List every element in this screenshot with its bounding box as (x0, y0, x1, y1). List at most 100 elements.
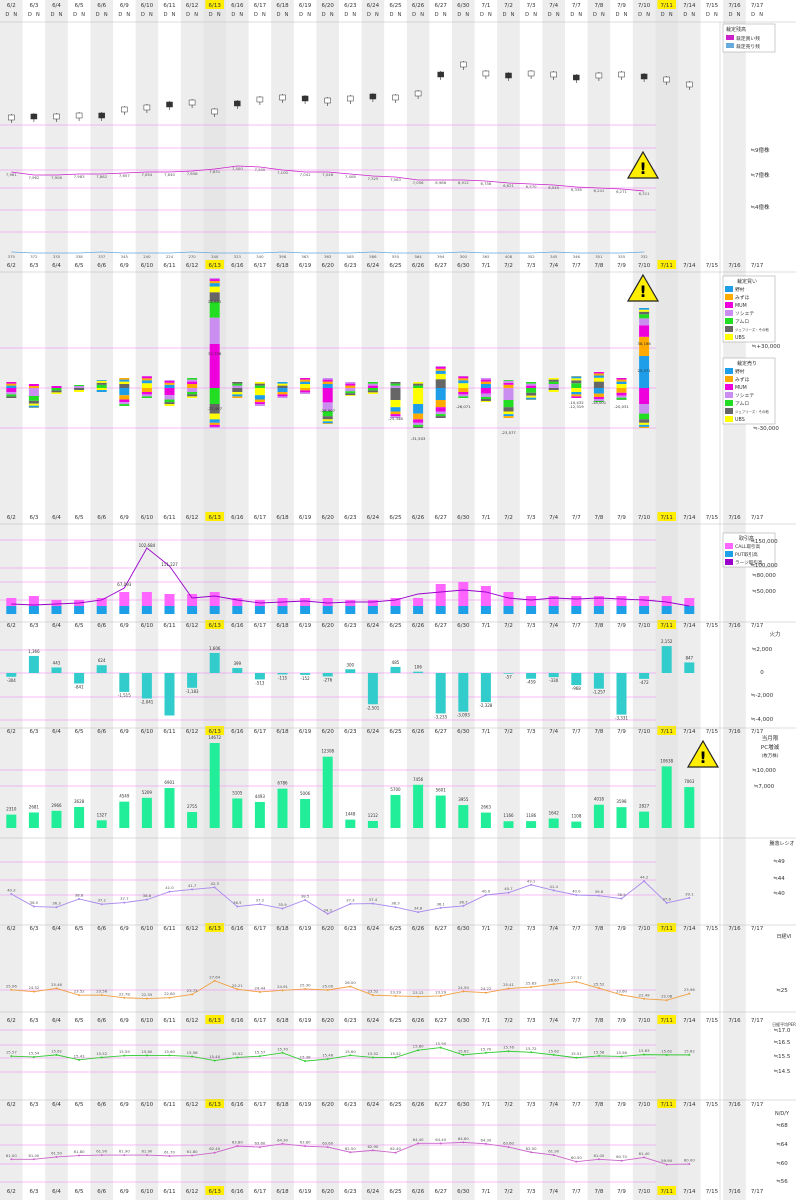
date-label: 6/2 (7, 1018, 16, 1024)
call-bar (97, 598, 107, 606)
trend-bar (300, 673, 310, 675)
nd-value: 61.80 (187, 1149, 198, 1154)
broker-buy-bar (323, 380, 333, 382)
date-label: 6/16 (231, 729, 244, 735)
date-label: 7/15 (706, 515, 719, 521)
broker-sell-bar (278, 394, 288, 396)
candle-body (280, 95, 286, 100)
broker-sell-bar (210, 388, 220, 404)
vi-point (575, 981, 577, 983)
legend-label: ジェフリーズ・その他 (735, 327, 769, 332)
trend-bar (436, 673, 446, 713)
date-label: 7/10 (638, 623, 651, 629)
broker-sell-bar (187, 396, 197, 398)
broker-value-label: -27,497 (207, 406, 222, 411)
put-bar (368, 606, 378, 614)
panel-title: N/D/Y (775, 1111, 790, 1117)
broker-sell-bar (526, 396, 536, 398)
per-point (530, 1051, 532, 1053)
nd-value: 63.60 (254, 1141, 265, 1146)
axis-label: ≒2,000 (752, 647, 773, 653)
vi-value: 24.52 (28, 985, 39, 990)
date-label: 6/30 (457, 1189, 470, 1195)
panel-title: 日経VI (777, 933, 792, 940)
broker-buy-bar (549, 378, 559, 380)
night-flag: N (59, 12, 63, 18)
day-flag: D (525, 12, 529, 18)
broker-sell-bar (481, 401, 491, 402)
date-label: 6/19 (299, 3, 312, 9)
trend-label: 2,152 (661, 639, 673, 644)
vi-point (508, 988, 510, 990)
date-label: 7/17 (751, 1189, 764, 1195)
vi-point (101, 994, 103, 996)
margin-sell-label: 408 (505, 254, 513, 259)
date-label: 6/13 (209, 1189, 222, 1195)
ratio-point (417, 911, 419, 913)
pc-label: 14672 (208, 735, 221, 740)
date-label: 6/9 (120, 729, 129, 735)
trend-bar (119, 673, 129, 692)
date-label: 6/4 (52, 3, 61, 9)
date-label: 6/24 (367, 623, 380, 629)
broker-buy-bar (232, 386, 242, 388)
broker-sell-bar (639, 388, 649, 404)
date-label: 6/30 (457, 1018, 470, 1024)
broker-sell-bar (142, 392, 152, 394)
date-label: 7/2 (504, 729, 513, 735)
trend-label: -330 (549, 678, 559, 683)
legend-label: MUM (735, 303, 747, 309)
date-label: 6/25 (389, 1189, 402, 1195)
put-bar (165, 606, 175, 614)
date-label: 7/9 (617, 515, 626, 521)
broker-sell-bar (413, 427, 423, 428)
broker-sell-bar (481, 399, 491, 401)
date-label: 6/16 (231, 1189, 244, 1195)
vi-value: 22.49 (639, 992, 650, 997)
broker-sell-bar (504, 416, 514, 418)
date-label: 7/10 (638, 1102, 651, 1108)
broker-sell-bar (52, 390, 62, 392)
pc-bar (368, 821, 378, 828)
ratio-value: 36.3 (52, 901, 61, 906)
date-label: 6/26 (412, 729, 425, 735)
margin-buy-label: 6,758 (480, 181, 491, 186)
put-bar (187, 606, 197, 614)
nd-point (417, 1142, 419, 1144)
put-bar (300, 606, 310, 614)
date-label: 7/4 (549, 3, 558, 9)
broker-buy-bar (323, 382, 333, 384)
date-label: 7/4 (549, 515, 558, 521)
day-flag: D (570, 12, 574, 18)
per-value: 15.52 (96, 1051, 107, 1056)
ratio-point (10, 893, 12, 895)
date-label: 7/7 (572, 729, 581, 735)
date-label: 6/9 (120, 1102, 129, 1108)
broker-buy-bar (255, 384, 265, 386)
date-label: 6/26 (412, 3, 425, 9)
call-bar (142, 592, 152, 606)
date-label: 6/4 (52, 729, 61, 735)
per-value: 15.56 (187, 1050, 198, 1055)
date-label: 6/13 (209, 263, 222, 269)
date-label: 6/3 (29, 515, 38, 521)
margin-sell-label: 564 (414, 254, 422, 259)
trend-bar (187, 673, 197, 688)
broker-sell-bar (345, 388, 355, 391)
candle-body (121, 107, 127, 112)
panel-title: 火力 (769, 630, 780, 638)
broker-sell-bar (458, 396, 468, 398)
date-label: 6/6 (97, 729, 106, 735)
date-label: 6/26 (412, 515, 425, 521)
put-bar (74, 606, 84, 614)
nd-point (304, 1145, 306, 1147)
call-bar (639, 596, 649, 606)
broker-buy-bar (210, 302, 220, 318)
pc-bar (481, 813, 491, 828)
date-label: 6/27 (435, 1189, 448, 1195)
trend-bar (74, 673, 84, 684)
date-label: 6/5 (75, 1189, 84, 1195)
per-value: 15.62 (548, 1048, 559, 1053)
broker-sell-bar (165, 402, 175, 404)
margin-buy-label: 6,570 (526, 184, 537, 189)
